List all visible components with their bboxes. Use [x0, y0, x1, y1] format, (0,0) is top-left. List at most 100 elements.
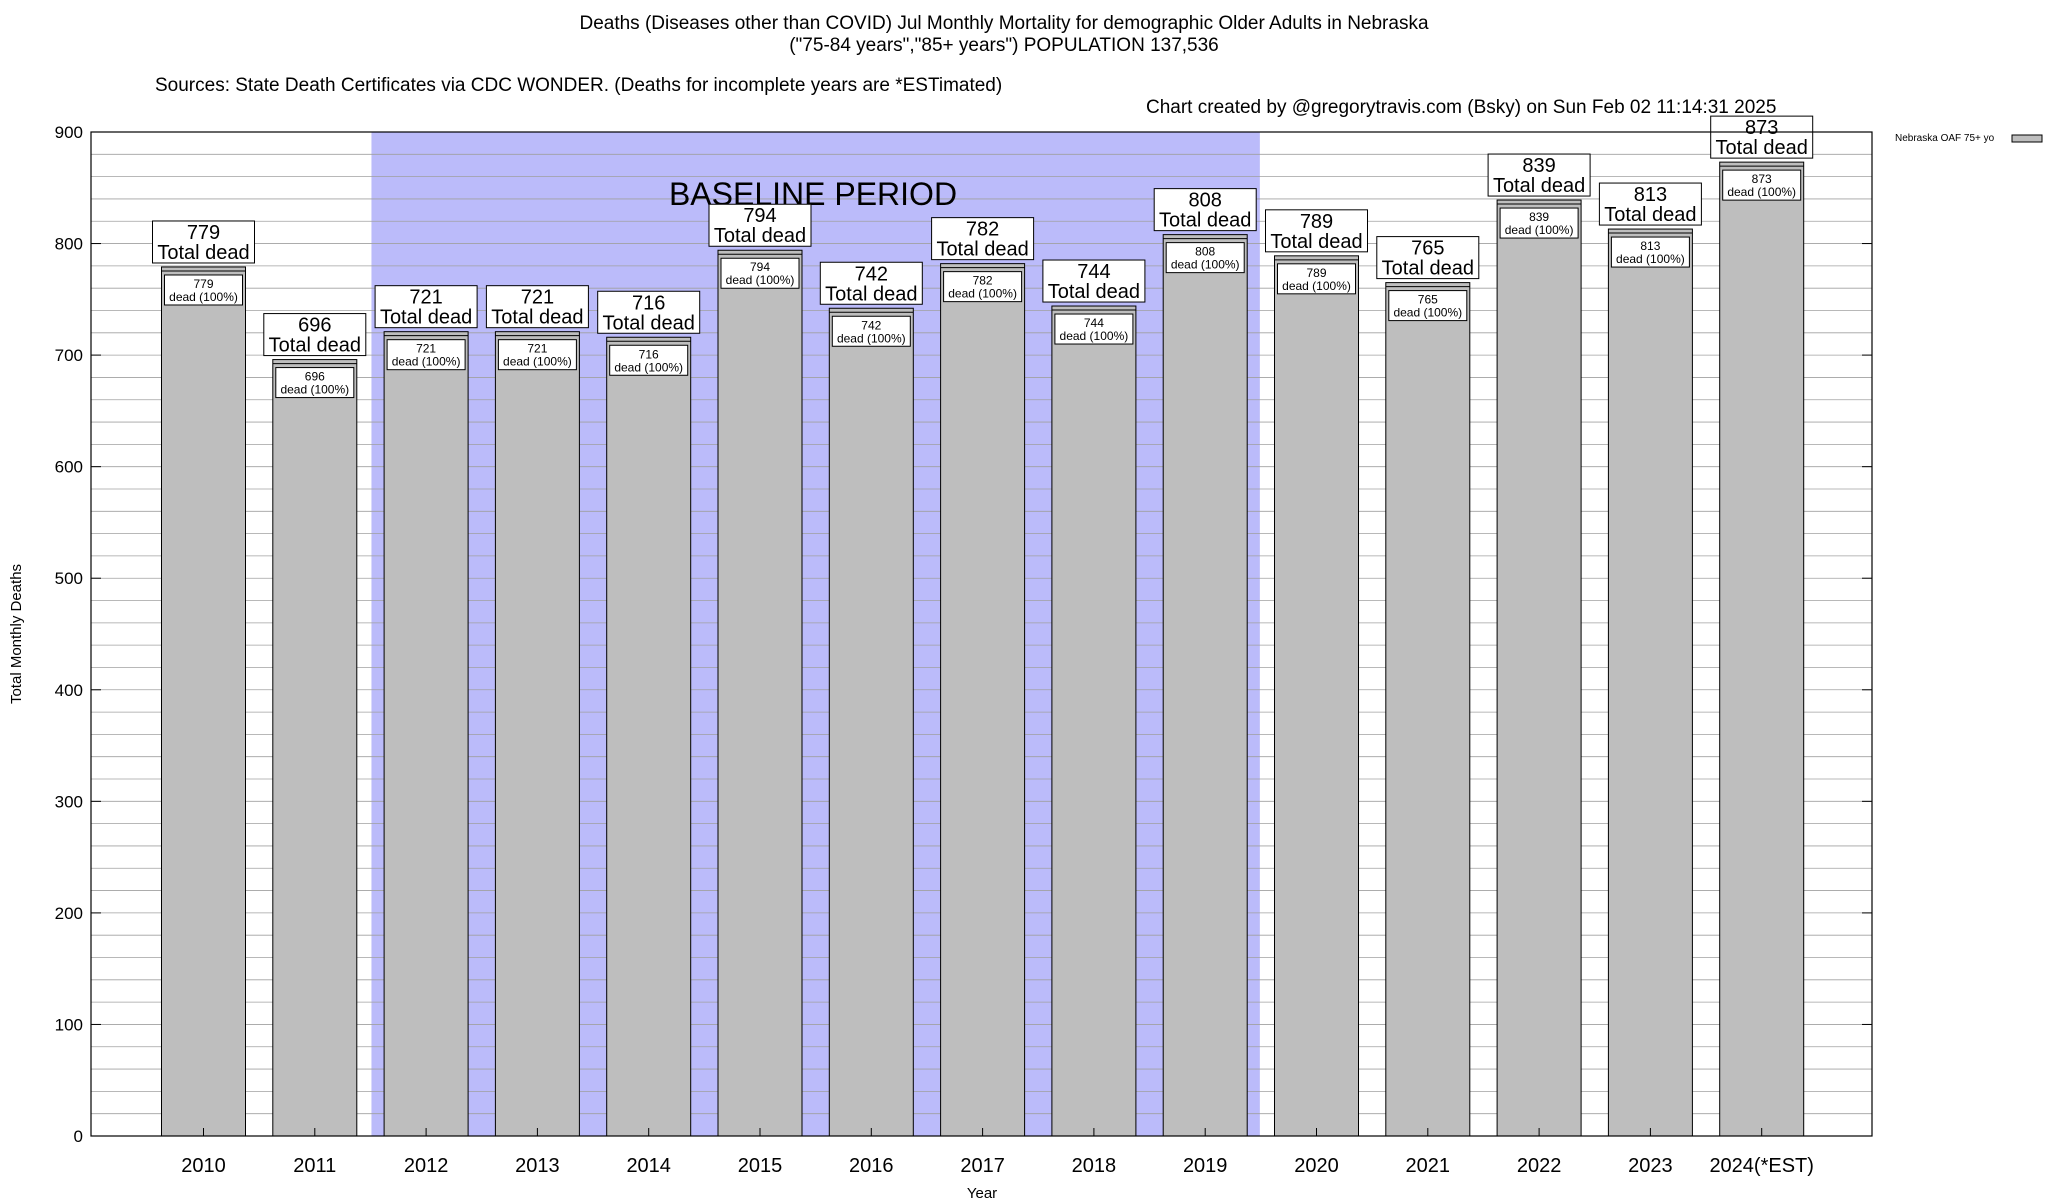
inner-label-box — [831, 315, 911, 347]
bar — [940, 263, 1026, 1137]
inner-value-label: 813 — [1640, 239, 1660, 253]
y-tick-label: 500 — [55, 569, 83, 588]
chart-subtitle: ("75-84 years","85+ years") POPULATION 1… — [789, 35, 1219, 56]
legend-label: Nebraska OAF 75+ yo — [1895, 133, 1995, 144]
inner-label-box — [1165, 242, 1245, 274]
inner-label-box — [1610, 236, 1690, 268]
inner-percent-label: dead (100%) — [1727, 185, 1796, 199]
total-label-box — [1598, 182, 1702, 226]
x-tick-label: 2021 — [1406, 1155, 1451, 1177]
total-value-label: 813 — [1634, 184, 1667, 206]
total-label-box — [1710, 115, 1814, 159]
x-tick-label: 2022 — [1517, 1155, 1562, 1177]
x-tick-label: 2012 — [404, 1155, 449, 1177]
inner-percent-label: dead (100%) — [1616, 252, 1685, 266]
bar — [1496, 199, 1582, 1137]
total-dead-label: Total dead — [825, 283, 917, 305]
total-value-label: 873 — [1745, 117, 1778, 139]
inner-value-label: 839 — [1529, 210, 1549, 224]
x-axis-label: Year — [967, 1185, 997, 1200]
bar — [383, 331, 469, 1137]
total-value-label: 765 — [1411, 238, 1444, 260]
total-label-box — [1265, 209, 1368, 253]
inner-percent-label: dead (100%) — [614, 360, 683, 374]
y-tick-label: 100 — [55, 1015, 83, 1034]
total-value-label: 782 — [966, 219, 999, 241]
total-label-box — [819, 261, 923, 305]
inner-value-label: 808 — [1195, 245, 1215, 259]
total-label-box — [1487, 153, 1591, 197]
bar — [717, 249, 803, 1137]
x-tick-label: 2016 — [849, 1155, 894, 1177]
total-dead-label: Total dead — [1604, 204, 1696, 226]
x-tick-label: 2015 — [738, 1155, 783, 1177]
total-dead-label: Total dead — [491, 307, 583, 329]
total-value-label: 839 — [1522, 155, 1555, 177]
total-dead-label: Total dead — [603, 312, 695, 334]
total-value-label: 779 — [187, 222, 220, 244]
total-dead-label: Total dead — [380, 307, 472, 329]
inner-value-label: 716 — [639, 347, 659, 361]
inner-percent-label: dead (100%) — [1505, 223, 1574, 237]
y-tick-label: 700 — [55, 346, 83, 365]
total-dead-label: Total dead — [936, 239, 1028, 261]
total-dead-label: Total dead — [714, 225, 806, 247]
inner-value-label: 744 — [1084, 316, 1104, 330]
sources-text: Sources: State Death Certificates via CD… — [155, 75, 1003, 96]
x-tick-label: 2019 — [1183, 1155, 1228, 1177]
total-value-label: 696 — [298, 315, 331, 337]
sources-line: Sources: State Death Certificates via CD… — [0, 53, 2048, 119]
total-dead-label: Total dead — [1270, 231, 1362, 253]
inner-value-label: 721 — [527, 342, 547, 356]
inner-value-label: 721 — [416, 342, 436, 356]
inner-label-box — [720, 257, 800, 289]
inner-label-box — [1388, 290, 1468, 322]
y-tick-label: 0 — [74, 1127, 83, 1146]
inner-label-box — [386, 339, 466, 371]
inner-percent-label: dead (100%) — [392, 355, 461, 369]
inner-percent-label: dead (100%) — [1393, 306, 1462, 320]
total-value-label: 721 — [409, 287, 442, 309]
bar — [161, 266, 246, 1137]
inner-value-label: 765 — [1418, 293, 1438, 307]
inner-value-label: 789 — [1306, 266, 1326, 280]
total-value-label: 742 — [855, 263, 888, 285]
total-value-label: 808 — [1189, 190, 1222, 212]
inner-percent-label: dead (100%) — [1171, 258, 1240, 272]
total-dead-label: Total dead — [1382, 258, 1474, 280]
x-tick-label: 2011 — [293, 1155, 336, 1177]
inner-label-box — [1722, 169, 1802, 201]
inner-percent-label: dead (100%) — [948, 287, 1017, 301]
inner-value-label: 782 — [973, 274, 993, 288]
inner-percent-label: dead (100%) — [503, 355, 572, 369]
x-tick-label: 2017 — [960, 1155, 1005, 1177]
plot-frame — [90, 131, 1873, 1137]
inner-label-box — [275, 367, 355, 399]
total-label-box — [263, 313, 367, 357]
total-label-box — [708, 203, 812, 247]
total-value-label: 721 — [521, 287, 554, 309]
bar — [1607, 228, 1693, 1137]
y-tick-label: 900 — [55, 123, 83, 142]
inner-percent-label: dead (100%) — [280, 383, 349, 397]
x-tick-label: 2020 — [1294, 1155, 1339, 1177]
total-value-label: 744 — [1077, 261, 1110, 283]
inner-percent-label: dead (100%) — [1060, 329, 1129, 343]
bar — [606, 336, 692, 1137]
y-tick-label: 800 — [55, 235, 83, 254]
total-dead-label: Total dead — [157, 242, 249, 264]
inner-percent-label: dead (100%) — [726, 273, 795, 287]
y-tick-label: 200 — [55, 904, 83, 923]
bar — [494, 331, 580, 1137]
total-dead-label: Total dead — [1493, 175, 1585, 197]
inner-value-label: 696 — [305, 370, 325, 384]
inner-label-box — [943, 271, 1023, 303]
total-label-box — [1376, 236, 1480, 280]
x-tick-label: 2018 — [1072, 1155, 1117, 1177]
inner-value-label: 779 — [193, 277, 213, 291]
inner-value-label: 873 — [1752, 172, 1772, 186]
total-label-box — [152, 220, 255, 264]
bar — [1051, 305, 1137, 1137]
chart-title: Deaths (Diseases other than COVID) Jul M… — [579, 13, 1429, 34]
